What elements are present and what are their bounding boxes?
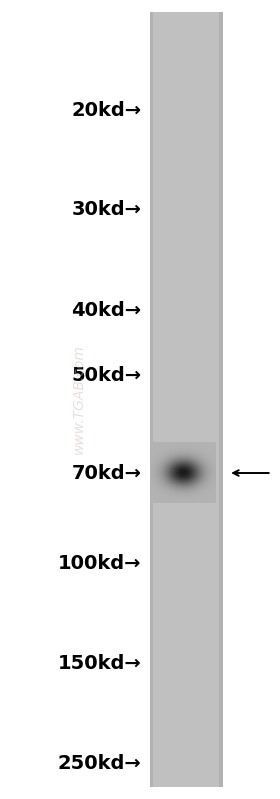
Text: 70kd→: 70kd→	[71, 463, 141, 483]
Text: 250kd→: 250kd→	[58, 753, 141, 773]
Text: 50kd→: 50kd→	[71, 366, 141, 385]
Text: 150kd→: 150kd→	[58, 654, 141, 673]
Text: 100kd→: 100kd→	[58, 554, 141, 573]
Bar	[153, 12, 219, 787]
Text: www.TGAB.com: www.TGAB.com	[71, 344, 85, 455]
Bar	[150, 12, 223, 787]
Text: 30kd→: 30kd→	[71, 200, 141, 219]
Text: 40kd→: 40kd→	[71, 300, 141, 320]
Text: 20kd→: 20kd→	[71, 101, 141, 120]
